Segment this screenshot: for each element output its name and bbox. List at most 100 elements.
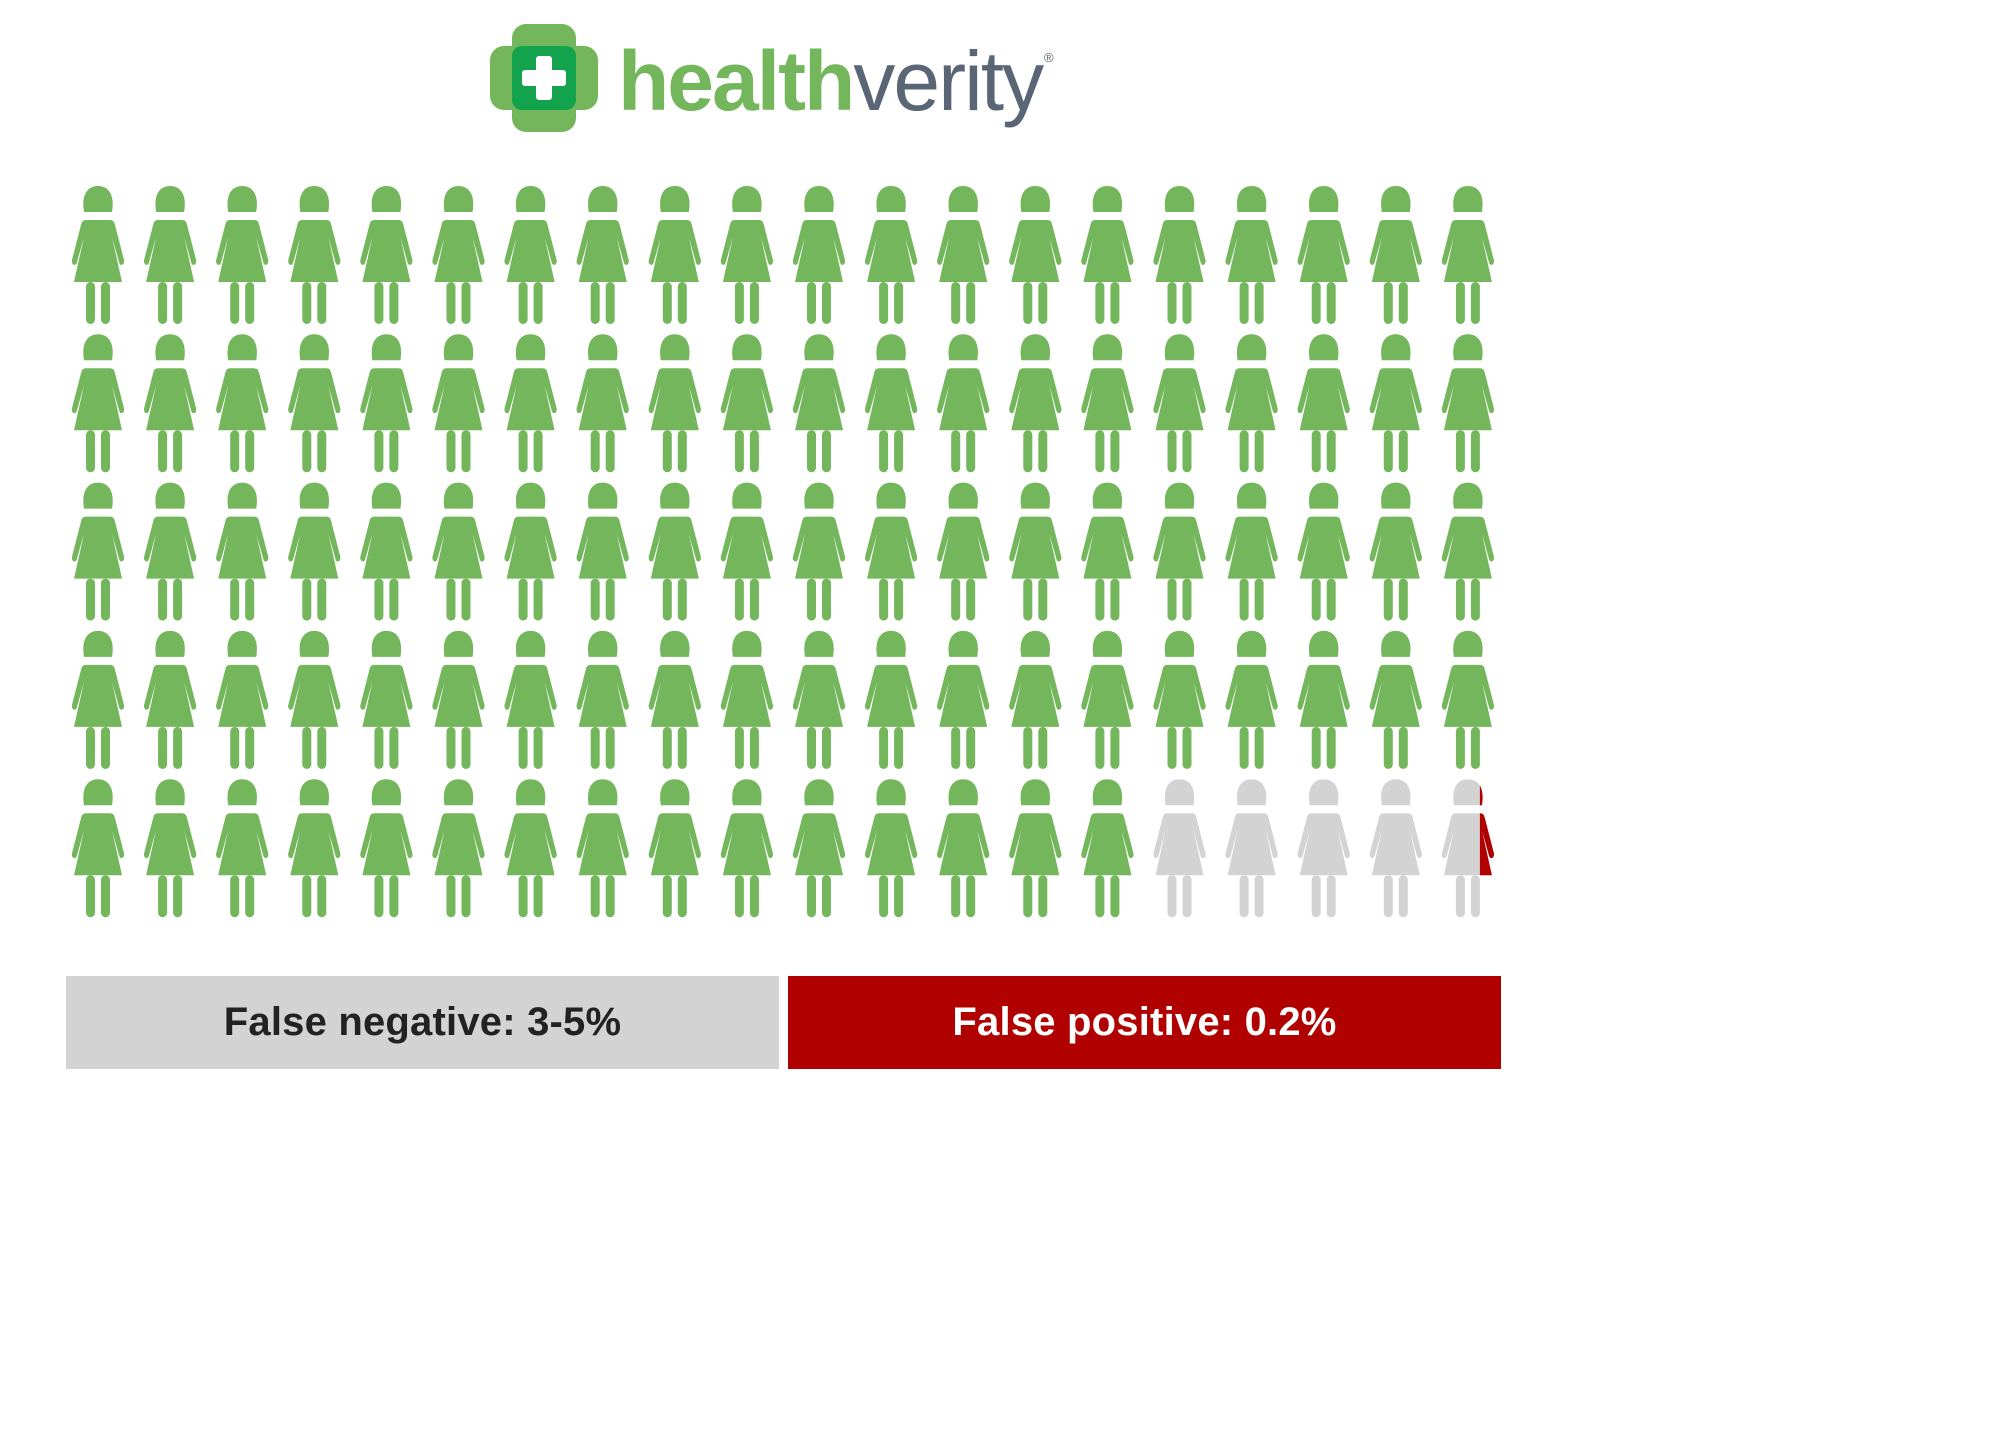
woman-figure-icon-true bbox=[1225, 334, 1278, 473]
woman-figure-icon-true bbox=[1009, 334, 1062, 473]
woman-figure-icon-true bbox=[1297, 630, 1350, 769]
woman-figure-icon-true bbox=[143, 334, 197, 473]
woman-figure-icon-true bbox=[504, 630, 557, 769]
woman-figure-icon-true bbox=[216, 334, 269, 473]
woman-figure-icon-true bbox=[1441, 186, 1495, 324]
woman-figure-icon-true bbox=[143, 482, 197, 621]
woman-figure-icon-true bbox=[288, 779, 341, 918]
woman-figure-icon-true bbox=[1153, 630, 1206, 769]
woman-figure-icon-true bbox=[648, 186, 701, 324]
woman-figure-icon-true bbox=[1009, 630, 1062, 769]
woman-figure-icon-true bbox=[792, 482, 846, 621]
woman-figure-icon-true bbox=[1081, 630, 1134, 769]
woman-figure-icon-true bbox=[288, 334, 341, 473]
woman-figure-icon-true bbox=[937, 630, 990, 769]
woman-figure-icon-true bbox=[432, 186, 485, 324]
woman-figure-icon-false-negative bbox=[1153, 779, 1206, 918]
infographic: healthverity ® False negative: 3-5% Fals… bbox=[66, 22, 1501, 1069]
false-negative-label: False negative: 3-5% bbox=[223, 1000, 622, 1044]
cross-plus-icon bbox=[490, 24, 598, 132]
woman-figure-icon-true bbox=[1153, 186, 1206, 324]
woman-figure-icon-true bbox=[504, 482, 557, 621]
woman-figure-icon-true bbox=[1369, 186, 1422, 324]
woman-figure-icon-true bbox=[1009, 186, 1062, 324]
woman-figure-icon-true bbox=[720, 482, 774, 621]
woman-figure-icon-true bbox=[864, 482, 918, 621]
svg-text:healthverity: healthverity bbox=[618, 34, 1044, 128]
woman-figure-icon-true bbox=[576, 334, 629, 473]
woman-figure-icon-true bbox=[1009, 482, 1062, 621]
woman-figure-icon-true bbox=[143, 186, 197, 324]
woman-figure-icon-true bbox=[792, 779, 846, 918]
woman-figure-icon-true bbox=[576, 779, 629, 918]
woman-figure-icon-true bbox=[1441, 630, 1495, 769]
woman-figure-icon-true bbox=[143, 779, 197, 918]
woman-figure-icon-true bbox=[1225, 482, 1278, 621]
woman-figure-icon-true bbox=[360, 334, 413, 473]
woman-figure-icon-true bbox=[71, 186, 125, 324]
woman-figure-icon-true bbox=[216, 779, 269, 918]
woman-figure-icon-true bbox=[864, 630, 918, 769]
woman-figure-icon-false-negative bbox=[1441, 779, 1495, 918]
woman-figure-icon-true bbox=[720, 779, 774, 918]
registered-mark: ® bbox=[1044, 50, 1054, 65]
woman-figure-icon-true bbox=[648, 779, 701, 918]
woman-figure-icon-true bbox=[937, 186, 990, 324]
woman-figure-icon-true bbox=[1081, 186, 1134, 324]
woman-figure-icon-true bbox=[792, 630, 846, 769]
woman-figure-icon-true bbox=[288, 630, 341, 769]
woman-figure-icon-true bbox=[1369, 334, 1422, 473]
false-positive-legend: False positive: 0.2% bbox=[788, 976, 1501, 1069]
woman-figure-icon-true bbox=[1369, 630, 1422, 769]
woman-figure-icon-true bbox=[1225, 186, 1278, 324]
woman-figure-icon-true bbox=[432, 334, 485, 473]
woman-figure-icon-true bbox=[720, 334, 774, 473]
woman-figure-icon-true bbox=[1153, 482, 1206, 621]
pictogram-grid bbox=[71, 186, 1495, 918]
woman-figure-icon-true bbox=[864, 779, 918, 918]
woman-figure-icon-true bbox=[360, 779, 413, 918]
woman-figure-icon-true bbox=[1153, 334, 1206, 473]
woman-figure-icon-true bbox=[937, 482, 990, 621]
false-positive-label: False positive: 0.2% bbox=[952, 1000, 1337, 1044]
woman-figure-icon-true bbox=[216, 186, 269, 324]
woman-figure-icon-true bbox=[288, 186, 341, 324]
woman-figure-icon-true bbox=[937, 334, 990, 473]
woman-figure-icon-true bbox=[143, 630, 197, 769]
woman-figure-icon-true bbox=[1297, 334, 1350, 473]
woman-figure-icon-true bbox=[504, 186, 557, 324]
woman-figure-icon-true bbox=[1081, 779, 1134, 918]
woman-figure-icon-true bbox=[937, 779, 990, 918]
false-negative-legend: False negative: 3-5% bbox=[66, 976, 779, 1069]
brand-logo-svg: healthverity ® bbox=[490, 24, 1054, 132]
woman-figure-icon-true bbox=[576, 186, 629, 324]
woman-figure-icon-true bbox=[792, 334, 846, 473]
woman-figure-icon-true bbox=[576, 482, 629, 621]
woman-figure-icon-true bbox=[71, 630, 125, 769]
woman-figure-icon-true bbox=[1081, 482, 1134, 621]
woman-figure-icon-true bbox=[1081, 334, 1134, 473]
woman-figure-icon-true bbox=[360, 630, 413, 769]
woman-figure-icon-true bbox=[792, 186, 846, 324]
woman-figure-icon-false-negative bbox=[1297, 779, 1350, 918]
brand-name-verity: verity bbox=[853, 34, 1044, 128]
woman-figure-icon-true bbox=[1009, 779, 1062, 918]
woman-figure-icon-true bbox=[864, 186, 918, 324]
woman-figure-icon-true bbox=[432, 482, 485, 621]
woman-figure-icon-true bbox=[1441, 482, 1495, 621]
woman-figure-icon-true bbox=[1441, 334, 1495, 473]
woman-figure-icon-true bbox=[360, 482, 413, 621]
woman-figure-icon-true bbox=[504, 779, 557, 918]
healthverity-logo: healthverity ® bbox=[488, 22, 1068, 142]
woman-figure-icon-true bbox=[71, 779, 125, 918]
woman-figure-icon-true bbox=[720, 186, 774, 324]
woman-figure-icon-true bbox=[71, 334, 125, 473]
woman-figure-icon-true bbox=[1297, 186, 1350, 324]
woman-figure-icon-true bbox=[216, 482, 269, 621]
woman-figure-icon-false-negative bbox=[1369, 779, 1422, 918]
woman-figure-icon-true bbox=[71, 482, 125, 621]
woman-figure-icon-true bbox=[864, 334, 918, 473]
woman-figure-icon-true bbox=[1225, 630, 1278, 769]
woman-figure-icon-false-negative bbox=[1225, 779, 1278, 918]
woman-figure-icon-true bbox=[1369, 482, 1422, 621]
